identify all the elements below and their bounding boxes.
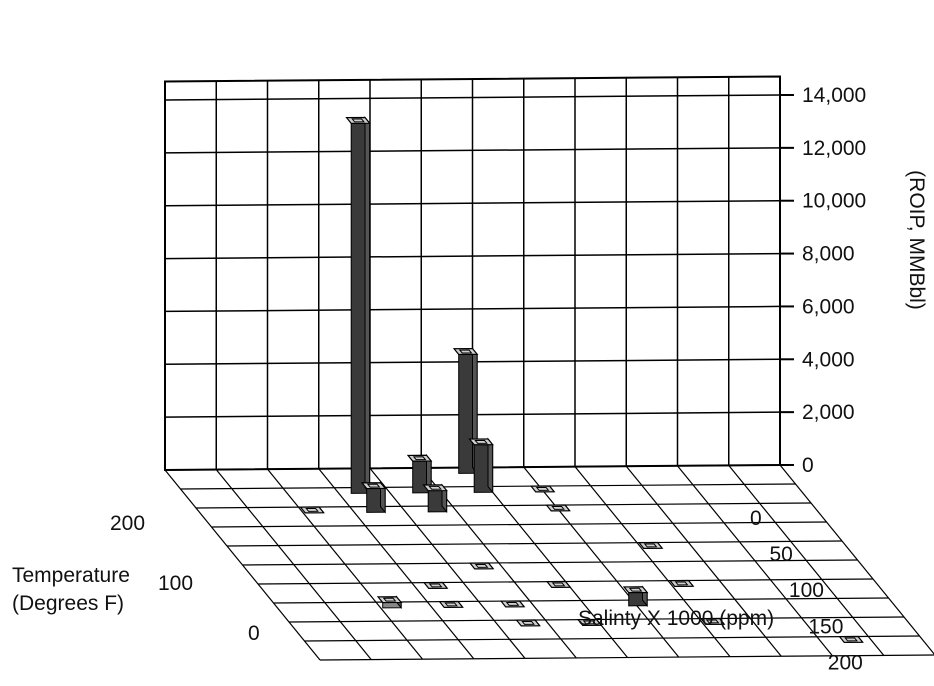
z-tick-label: 0: [802, 454, 814, 477]
y-axis-title-line1: Temperature: [12, 564, 130, 587]
bar: [545, 580, 572, 588]
salinity-tick-label: 150: [808, 615, 843, 638]
z-tick-label: 6,000: [802, 295, 855, 318]
back-grid-hline: [164, 94, 781, 101]
floor-grid-line: [164, 469, 321, 661]
bar: [468, 562, 495, 570]
bar: [345, 116, 371, 495]
floor-grid-line: [625, 465, 782, 657]
z-tick-label: 4,000: [802, 348, 855, 371]
back-grid-hline: [164, 252, 781, 260]
bar: [499, 600, 526, 608]
bar: [299, 506, 325, 514]
bar: [622, 585, 649, 608]
z-axis-title: (ROIP, MMBbl): [905, 170, 928, 310]
floor-grid-line: [369, 467, 526, 659]
chart-ticks: 0 2,000 4,000 6,000 8,000 10,000 12,000 14,000 0…: [110, 84, 866, 674]
floor-grid-line: [472, 467, 628, 658]
temperature-tick-label: 100: [158, 572, 193, 595]
z-tick-label: 14,000: [802, 84, 866, 107]
bar: [576, 618, 603, 626]
z-tick-label: 12,000: [802, 137, 866, 160]
floor-grid-line: [677, 465, 833, 657]
bar: [838, 635, 864, 643]
bar: [668, 579, 695, 587]
back-grid-hline: [164, 305, 781, 313]
salinity-tick-label: 50: [769, 543, 792, 566]
floor-grid-line: [267, 468, 423, 660]
salinity-tick-label: 0: [750, 507, 762, 530]
chart-bars: [299, 116, 864, 643]
z-tick-label: 8,000: [802, 243, 855, 266]
back-grid-hline: [164, 199, 781, 207]
bar: [529, 485, 556, 493]
bar: [545, 504, 571, 512]
temperature-tick-label: 200: [110, 512, 145, 535]
bar: [637, 541, 664, 549]
floor-grid-line: [728, 465, 885, 656]
floor-grid-line: [779, 464, 934, 655]
floor-grid-line: [523, 466, 680, 658]
bar: [468, 437, 494, 494]
back-grid-hline: [164, 147, 781, 154]
salinity-tick-label: 100: [789, 579, 824, 602]
bar: [422, 483, 448, 514]
bar: [438, 600, 464, 608]
z-tick-label: 2,000: [802, 401, 855, 424]
z-tick-label: 10,000: [802, 190, 866, 213]
bar: [376, 595, 403, 610]
floor-grid-line: [215, 469, 372, 660]
bar: [360, 481, 387, 514]
bar: [515, 619, 541, 627]
floor-grid-line: [574, 466, 731, 658]
bar: [699, 617, 726, 625]
x-axis-title: Salinty X 1000 (ppm): [578, 607, 774, 630]
temperature-tick-label: 0: [248, 622, 260, 645]
floor-grid-line: [318, 468, 475, 660]
y-axis-title-line2: (Degrees F): [12, 592, 124, 615]
bar: [422, 581, 449, 589]
salinity-tick-label: 200: [828, 651, 863, 674]
